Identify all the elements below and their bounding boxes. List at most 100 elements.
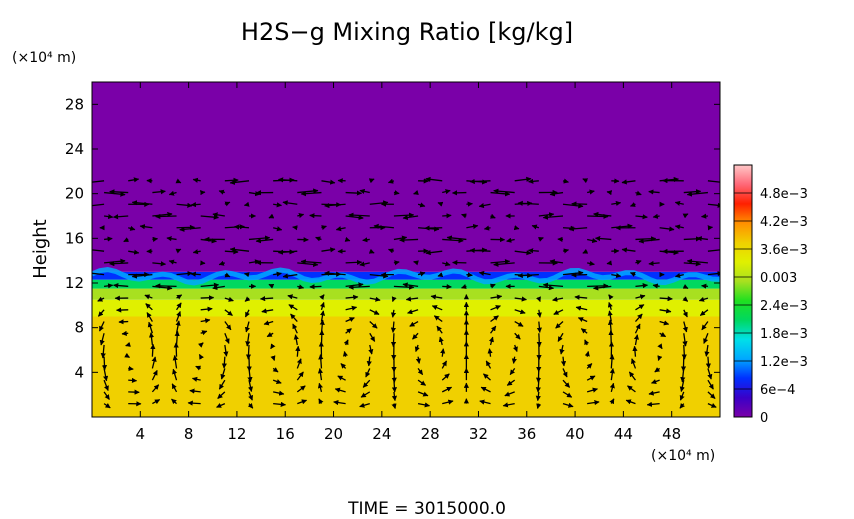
wind-vector <box>145 303 153 311</box>
wind-vector <box>587 260 595 266</box>
wind-vector <box>417 379 426 386</box>
y-tick-label: 12 <box>65 274 84 292</box>
wind-vector <box>469 178 491 185</box>
x-tick-label: 4 <box>136 425 146 443</box>
colorbar-tick-label: 1.2e−3 <box>760 355 808 370</box>
wind-vector <box>562 402 574 408</box>
wind-vector <box>118 319 129 325</box>
wind-vector <box>480 386 491 393</box>
wind-vector <box>609 382 615 393</box>
wind-vector <box>348 284 370 290</box>
wind-vector <box>224 333 230 344</box>
wind-vector <box>587 189 595 195</box>
wind-vector <box>611 223 633 229</box>
wind-vector <box>446 235 467 241</box>
wind-vector <box>187 400 201 406</box>
wind-vector <box>273 390 285 396</box>
wind-vector <box>176 270 193 277</box>
wind-vector <box>113 282 129 289</box>
wind-vector <box>100 344 106 359</box>
wind-vector <box>300 191 322 197</box>
wind-vector <box>487 348 493 357</box>
wind-vector <box>218 260 226 266</box>
wind-vector <box>703 333 709 344</box>
wind-vector <box>652 213 660 219</box>
wind-vector <box>293 334 299 346</box>
wind-vector <box>297 399 308 405</box>
wind-vector <box>175 311 182 322</box>
wind-vector <box>391 391 398 402</box>
wind-vector <box>147 321 154 334</box>
wind-vector <box>635 283 648 289</box>
wind-vector <box>229 247 250 253</box>
x-tick-label: 8 <box>184 425 194 443</box>
wind-vector <box>318 354 324 369</box>
wind-vector <box>635 304 645 311</box>
wind-vector <box>514 309 526 315</box>
wind-vector <box>292 225 298 231</box>
wind-vector <box>200 330 208 336</box>
wind-vector <box>461 213 467 219</box>
wind-vector <box>609 398 615 405</box>
wind-vector <box>139 224 153 230</box>
wind-vector <box>112 214 129 220</box>
wind-vector <box>506 237 515 243</box>
wind-vector <box>493 261 515 267</box>
wind-vector <box>103 368 109 382</box>
wind-vector <box>317 382 323 393</box>
wind-vector <box>171 383 178 393</box>
wind-vector <box>243 272 250 278</box>
wind-vector <box>296 385 306 393</box>
wind-vector <box>244 309 250 318</box>
wind-vector <box>611 200 622 207</box>
wind-vector <box>437 272 444 278</box>
colorbar-tick-label: 2.4e−3 <box>760 299 808 314</box>
wind-vector <box>568 226 588 232</box>
wind-vector <box>582 178 589 184</box>
wind-vector <box>344 236 351 242</box>
y-tick-label: 4 <box>74 363 84 381</box>
wind-vector <box>562 391 573 398</box>
wind-vector <box>536 321 542 333</box>
wind-vector <box>297 213 305 219</box>
wind-vector <box>200 318 211 324</box>
wind-vector <box>261 308 274 314</box>
wind-vector <box>334 387 346 393</box>
wind-vector <box>277 177 298 183</box>
wind-vector <box>606 260 613 266</box>
wind-vector <box>92 203 105 207</box>
wind-vector <box>151 384 160 393</box>
wind-vector <box>176 202 193 208</box>
wind-vector <box>638 238 660 244</box>
wind-vector <box>466 201 473 207</box>
wind-vector <box>109 189 129 195</box>
wind-vector <box>704 344 710 357</box>
wind-vector <box>659 308 672 314</box>
wind-vector <box>417 368 424 376</box>
wind-vector <box>362 237 370 243</box>
colorbar <box>733 164 753 418</box>
wind-vector <box>321 225 327 231</box>
wind-vector <box>442 213 452 219</box>
wind-vector <box>674 272 684 279</box>
wind-vector <box>407 309 419 315</box>
wind-vector <box>536 309 542 318</box>
wind-vector <box>701 321 709 331</box>
wind-vector <box>586 375 596 381</box>
wind-vector <box>679 391 685 401</box>
wind-vector <box>654 367 661 373</box>
wind-vector <box>179 226 201 232</box>
wind-vector <box>319 294 325 300</box>
wind-vector <box>174 330 180 346</box>
wind-vector <box>553 309 564 315</box>
wind-vector <box>659 332 667 338</box>
plot-frame <box>91 81 721 418</box>
wind-vector <box>172 368 178 381</box>
wind-vector <box>682 333 688 347</box>
wind-vector <box>148 332 155 346</box>
wind-vector <box>433 315 443 323</box>
wind-vector <box>317 368 324 381</box>
wind-vector <box>270 355 276 361</box>
wind-vector <box>123 237 130 243</box>
